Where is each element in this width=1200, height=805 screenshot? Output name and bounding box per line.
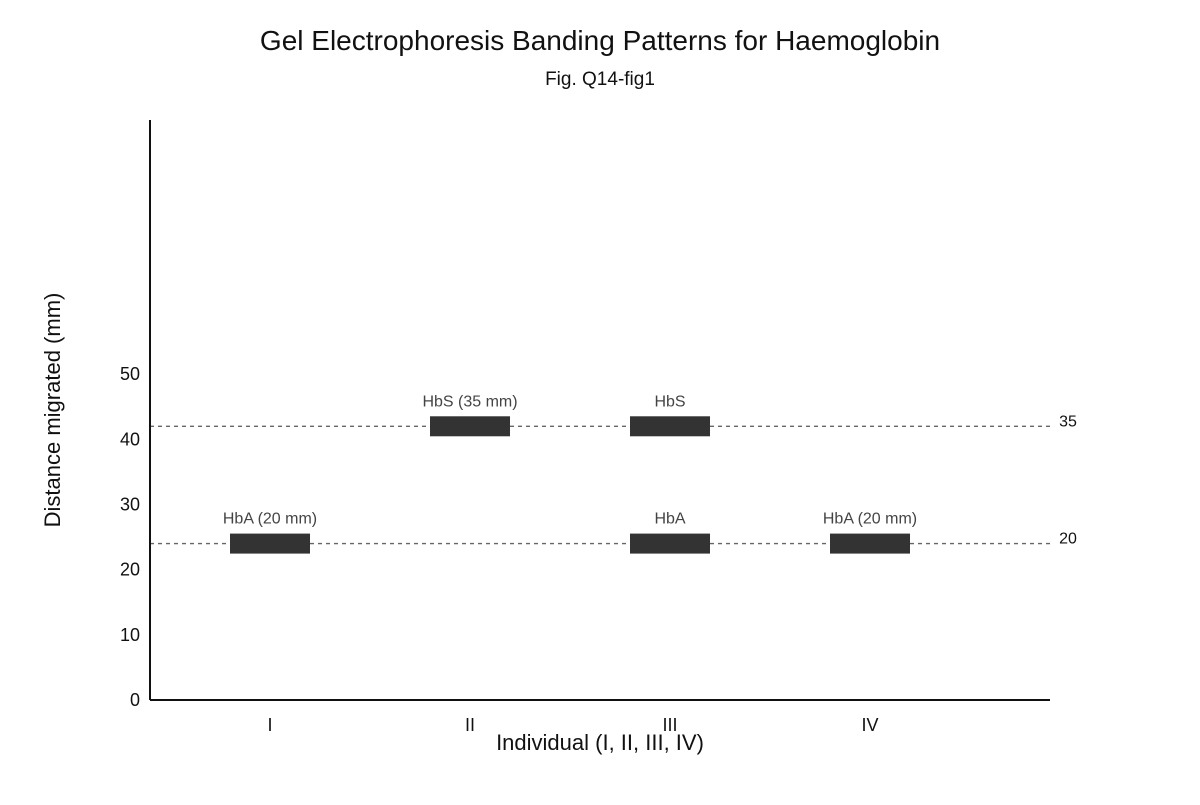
x-tick-label: IV (861, 715, 878, 735)
y-tick-label: 40 (120, 429, 140, 449)
x-axis-title: Individual (I, II, III, IV) (496, 730, 704, 755)
bands-layer (230, 416, 910, 554)
reference-line-label: 20 (1059, 531, 1077, 548)
y-tick-label: 30 (120, 494, 140, 514)
x-axis-ticks: I II III IV (267, 715, 878, 735)
y-tick-label: 10 (120, 625, 140, 645)
gel-band (230, 533, 310, 554)
gel-band (830, 533, 910, 554)
gel-band (430, 416, 510, 437)
band-label: HbS (654, 393, 685, 410)
chart-title: Gel Electrophoresis Banding Patterns for… (260, 25, 940, 56)
y-tick-label: 0 (130, 690, 140, 710)
x-tick-label: II (465, 715, 475, 735)
gel-band (630, 416, 710, 437)
band-labels-layer: HbA (20 mm) HbS (35 mm) HbS HbA HbA (20 mm) (223, 393, 917, 527)
band-label: HbA (654, 511, 685, 528)
y-axis-ticks: 0 10 20 30 40 50 (120, 364, 140, 710)
chart-subtitle: Fig. Q14-fig1 (545, 69, 655, 90)
y-tick-label: 20 (120, 560, 140, 580)
gel-band (630, 533, 710, 554)
y-axis-title: Distance migrated (mm) (40, 293, 65, 528)
band-label: HbS (35 mm) (422, 393, 517, 410)
x-tick-label: III (662, 715, 677, 735)
reference-line-label: 35 (1059, 413, 1077, 430)
x-tick-label: I (267, 715, 272, 735)
y-tick-label: 50 (120, 364, 140, 384)
band-label: HbA (20 mm) (823, 511, 917, 528)
band-label: HbA (20 mm) (223, 511, 317, 528)
